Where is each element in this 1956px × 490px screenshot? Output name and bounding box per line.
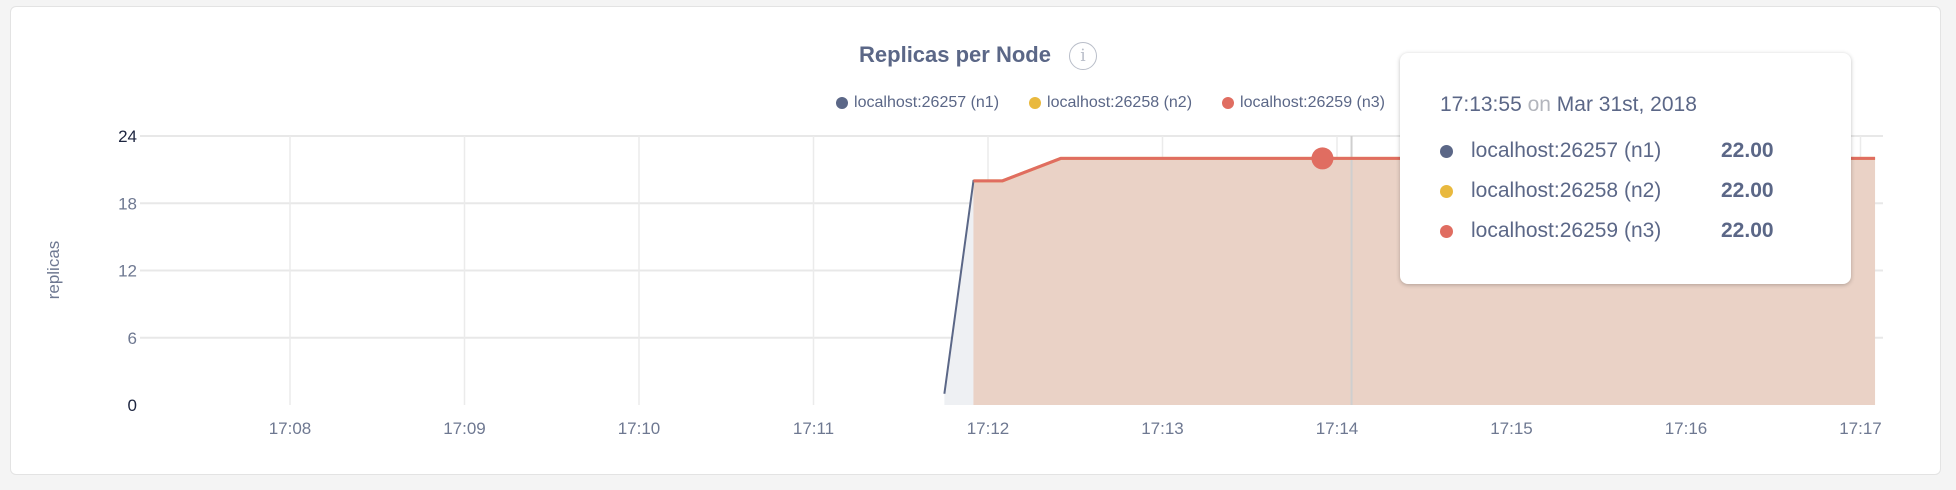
y-tick-label: 0 <box>128 396 137 415</box>
y-tick-label: 18 <box>118 194 137 213</box>
x-tick-label: 17:12 <box>967 419 1010 438</box>
tooltip-value: 22.00 <box>1721 219 1774 242</box>
tooltip-series-name: localhost:26259 (n3) <box>1471 219 1662 242</box>
tooltip-header: 17:13:55 on Mar 31st, 2018 <box>1440 93 1851 117</box>
tooltip-row-n2: localhost:26258 (n2) 22.00 <box>1440 171 1851 211</box>
tooltip-time: 17:13:55 <box>1440 93 1522 116</box>
legend-dot <box>1222 97 1235 109</box>
x-tick-label: 17:10 <box>618 419 661 438</box>
hover-point <box>1311 147 1334 170</box>
tooltip-series-name: localhost:26258 (n2) <box>1471 179 1662 202</box>
x-tick-label: 17:14 <box>1316 419 1359 438</box>
tooltip-series-name: localhost:26257 (n1) <box>1471 139 1662 162</box>
x-tick-label: 17:15 <box>1490 419 1533 438</box>
y-tick-label: 12 <box>118 262 137 281</box>
tooltip-on: on <box>1527 93 1551 116</box>
legend-label: localhost:26257 (n1) <box>854 94 1000 111</box>
legend-item-n3[interactable]: localhost:26259 (n3) <box>1222 94 1385 112</box>
legend-label: localhost:26258 (n2) <box>1047 94 1193 111</box>
x-tick-label: 17:08 <box>269 419 312 438</box>
x-tick-label: 17:09 <box>443 419 486 438</box>
tooltip-value: 22.00 <box>1721 139 1774 162</box>
legend-label: localhost:26259 (n3) <box>1240 94 1385 111</box>
tooltip-value: 22.00 <box>1721 179 1774 202</box>
y-tick-label: 6 <box>128 329 137 348</box>
hover-tooltip: 17:13:55 on Mar 31st, 2018 localhost:262… <box>1400 53 1851 284</box>
x-tick-label: 17:17 <box>1839 419 1882 438</box>
series-dot <box>1440 184 1453 198</box>
y-tick-label: 24 <box>118 127 137 146</box>
x-tick-label: 17:11 <box>793 419 834 438</box>
series-dot <box>1440 144 1453 158</box>
chart-title: Replicas per Node i <box>0 42 1956 71</box>
x-tick-label: 17:13 <box>1141 419 1184 438</box>
chart-title-text: Replicas per Node <box>859 42 1051 67</box>
tooltip-row-n3: localhost:26259 (n3) 22.00 <box>1440 211 1851 251</box>
legend: localhost:26257 (n1) localhost:26258 (n2… <box>836 94 1385 112</box>
y-axis-label: replicas <box>44 241 63 300</box>
info-icon[interactable]: i <box>1068 42 1097 71</box>
legend-item-n1[interactable]: localhost:26257 (n1) <box>836 94 999 112</box>
x-tick-label: 17:16 <box>1665 419 1708 438</box>
tooltip-date: Mar 31st, 2018 <box>1556 93 1697 116</box>
legend-dot <box>1029 97 1042 109</box>
legend-dot <box>836 97 849 109</box>
series-dot <box>1440 224 1453 238</box>
legend-item-n2[interactable]: localhost:26258 (n2) <box>1029 94 1192 112</box>
tooltip-row-n1: localhost:26257 (n1) 22.00 <box>1440 131 1851 171</box>
